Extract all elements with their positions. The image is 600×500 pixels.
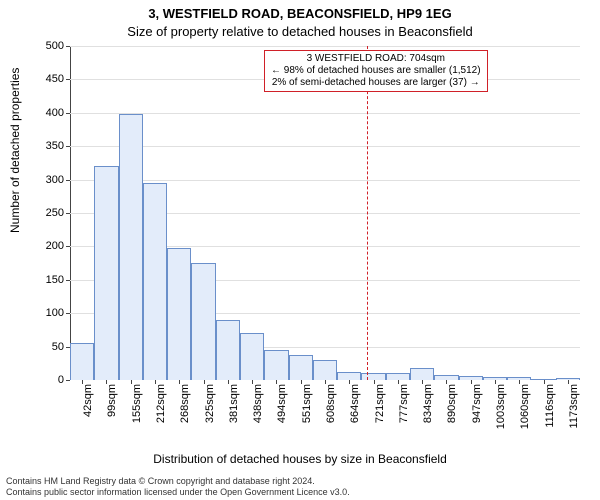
chart-title-line1: 3, WESTFIELD ROAD, BEACONSFIELD, HP9 1EG — [0, 6, 600, 21]
y-tick-label: 500 — [46, 40, 64, 52]
histogram-bar — [216, 320, 240, 380]
y-tick-label: 350 — [46, 140, 64, 152]
y-tick-label: 0 — [58, 374, 64, 386]
y-axis-label: Number of detached properties — [8, 68, 22, 233]
chart-container: 3, WESTFIELD ROAD, BEACONSFIELD, HP9 1EG… — [0, 0, 600, 500]
x-tick-label: 155sqm — [131, 384, 143, 423]
x-tick-label: 777sqm — [398, 384, 410, 423]
x-tick-label: 1003sqm — [495, 384, 507, 429]
x-tick-label: 664sqm — [349, 384, 361, 423]
y-tick-mark — [66, 313, 70, 314]
plot-inner: 05010015020025030035040045050042sqm99sqm… — [70, 46, 580, 380]
x-tick-label: 1116sqm — [544, 384, 556, 428]
histogram-bar — [337, 372, 361, 380]
footer-attribution: Contains HM Land Registry data © Crown c… — [6, 476, 596, 498]
gridline — [70, 146, 580, 147]
chart-title-line2: Size of property relative to detached ho… — [0, 24, 600, 39]
histogram-bar — [361, 373, 385, 380]
plot-area: 05010015020025030035040045050042sqm99sqm… — [70, 46, 580, 380]
x-tick-label: 890sqm — [446, 384, 458, 423]
y-tick-mark — [66, 180, 70, 181]
x-tick-label: 1173sqm — [568, 384, 580, 428]
histogram-bar — [94, 166, 118, 380]
histogram-bar — [119, 114, 143, 380]
annotation-line: 3 WESTFIELD ROAD: 704sqm — [271, 53, 481, 65]
y-tick-mark — [66, 246, 70, 247]
y-tick-label: 50 — [52, 341, 64, 353]
y-tick-mark — [66, 146, 70, 147]
histogram-bar — [313, 360, 337, 380]
x-axis-label: Distribution of detached houses by size … — [0, 452, 600, 466]
histogram-bar — [70, 343, 94, 380]
y-tick-mark — [66, 280, 70, 281]
y-tick-mark — [66, 113, 70, 114]
x-tick-label: 834sqm — [422, 384, 434, 423]
annotation-line: 2% of semi-detached houses are larger (3… — [271, 77, 481, 89]
gridline — [70, 113, 580, 114]
annotation-line: ← 98% of detached houses are smaller (1,… — [271, 65, 481, 77]
x-tick-label: 721sqm — [374, 384, 386, 423]
x-tick-label: 608sqm — [325, 384, 337, 423]
x-tick-label: 325sqm — [204, 384, 216, 423]
x-tick-label: 551sqm — [301, 384, 313, 423]
y-tick-label: 150 — [46, 274, 64, 286]
y-tick-mark — [66, 79, 70, 80]
y-tick-label: 400 — [46, 107, 64, 119]
histogram-bar — [167, 248, 191, 380]
x-tick-label: 438sqm — [252, 384, 264, 423]
annotation-box: 3 WESTFIELD ROAD: 704sqm← 98% of detache… — [264, 50, 488, 92]
y-tick-label: 450 — [46, 73, 64, 85]
histogram-bar — [240, 333, 264, 380]
y-tick-label: 300 — [46, 174, 64, 186]
histogram-bar — [264, 350, 288, 380]
gridline — [70, 180, 580, 181]
x-tick-label: 268sqm — [179, 384, 191, 423]
x-tick-label: 1060sqm — [519, 384, 531, 429]
reference-marker-line — [367, 46, 368, 380]
y-tick-label: 200 — [46, 240, 64, 252]
x-tick-label: 42sqm — [82, 384, 94, 417]
y-tick-mark — [66, 213, 70, 214]
y-tick-label: 250 — [46, 207, 64, 219]
y-tick-mark — [66, 46, 70, 47]
x-tick-label: 947sqm — [471, 384, 483, 423]
x-tick-label: 212sqm — [155, 384, 167, 423]
y-tick-label: 100 — [46, 307, 64, 319]
histogram-bar — [289, 355, 313, 380]
y-tick-mark — [66, 380, 70, 381]
histogram-bar — [143, 183, 167, 380]
x-tick-label: 494sqm — [276, 384, 288, 423]
x-tick-label: 381sqm — [228, 384, 240, 423]
gridline — [70, 46, 580, 47]
histogram-bar — [386, 373, 410, 380]
histogram-bar — [191, 263, 215, 380]
histogram-bar — [410, 368, 434, 380]
x-tick-label: 99sqm — [106, 384, 118, 417]
